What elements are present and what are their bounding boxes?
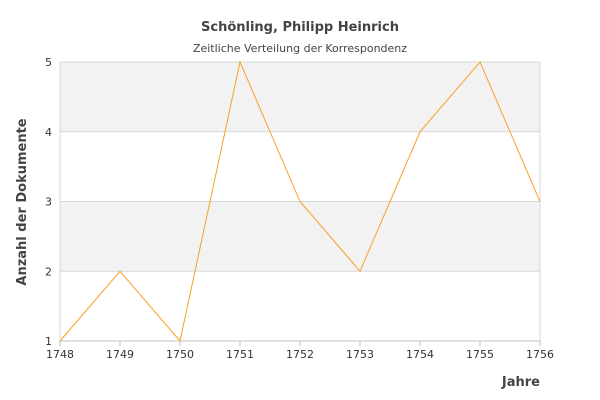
chart-subtitle: Zeitliche Verteilung der Korrespondenz: [193, 42, 407, 55]
x-tick-label-1753: 1753: [346, 348, 374, 361]
x-tick-label-1755: 1755: [466, 348, 494, 361]
y-tick-label-2: 2: [45, 265, 52, 278]
y-axis-title: Anzahl der Dokumente: [15, 118, 30, 285]
x-tick-label-1751: 1751: [226, 348, 254, 361]
x-tick-label-1752: 1752: [286, 348, 314, 361]
chart-title: Schönling, Philipp Heinrich: [201, 20, 399, 35]
y-tick-label-4: 4: [45, 126, 52, 139]
x-tick-label-1754: 1754: [406, 348, 434, 361]
x-axis-title: Jahre: [501, 375, 540, 390]
y-tick-label-1: 1: [45, 335, 52, 348]
plot-band-1-2: [60, 271, 540, 341]
plot-band-4-5: [60, 62, 540, 132]
series-line-0: [59, 60, 541, 343]
plot-band-2-3: [60, 201, 540, 272]
y-tick-label-3: 3: [45, 196, 52, 209]
x-tick-label-1748: 1748: [46, 348, 74, 361]
y-tick-label-5: 5: [45, 56, 52, 69]
x-tick-label-1749: 1749: [106, 348, 134, 361]
x-tick-label-1756: 1756: [526, 348, 554, 361]
x-tick-labels: 1748 1749 1750 1751 1752 1753 1754 1755 1756: [46, 348, 554, 361]
series-layer: [59, 60, 541, 343]
y-tick-labels: 1 2 3 4 5: [45, 56, 52, 348]
plot-bands: [60, 62, 540, 341]
x-tick-label-1750: 1750: [166, 348, 194, 361]
plot-band-3-4: [60, 131, 540, 202]
axes: [59, 62, 541, 346]
